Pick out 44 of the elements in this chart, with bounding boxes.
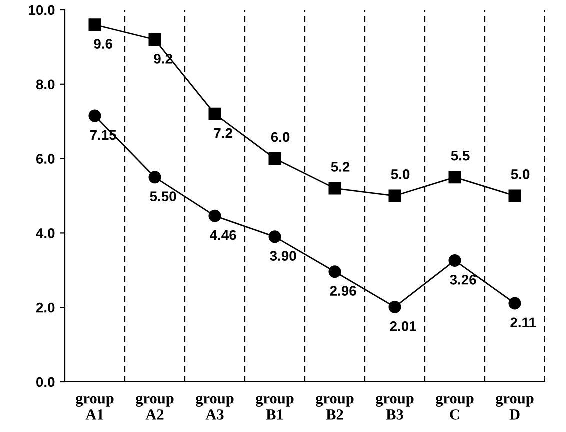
x-tick-label: group A1 bbox=[76, 396, 114, 420]
data-label: 5.0 bbox=[511, 170, 530, 180]
x-tick-label: group B3 bbox=[376, 396, 414, 420]
point bbox=[388, 300, 402, 314]
point bbox=[388, 190, 402, 202]
y-tick-label: 8.0 bbox=[36, 80, 55, 90]
data-label: 2.01 bbox=[390, 321, 416, 332]
data-label: 5.0 bbox=[391, 170, 410, 180]
point bbox=[208, 210, 222, 222]
x-tick-label: group B2 bbox=[316, 396, 354, 420]
y-tick-label: 6.0 bbox=[36, 154, 55, 164]
data-label: 3.90 bbox=[270, 251, 296, 262]
point bbox=[88, 110, 102, 122]
point bbox=[148, 34, 162, 46]
point bbox=[208, 108, 222, 120]
data-label: 4.46 bbox=[210, 230, 236, 240]
data-label: 9.6 bbox=[94, 39, 112, 49]
data-label: 2.11 bbox=[510, 318, 536, 328]
x-tick-label: group A2 bbox=[136, 396, 174, 420]
x-tick-label: group A3 bbox=[196, 396, 234, 420]
point bbox=[448, 171, 462, 184]
data-label: 3.26 bbox=[450, 274, 476, 285]
point bbox=[508, 190, 522, 202]
x-tick-label: group B1 bbox=[256, 396, 294, 420]
point bbox=[328, 266, 342, 278]
data-label: 5.5 bbox=[451, 151, 470, 161]
point bbox=[508, 297, 522, 310]
point bbox=[88, 18, 102, 32]
point bbox=[268, 152, 282, 166]
point bbox=[448, 254, 462, 267]
y-tick-label: 10.0 bbox=[29, 5, 55, 16]
data-label: 2.96 bbox=[330, 286, 356, 296]
y-tick-label: 2.0 bbox=[36, 302, 55, 313]
point bbox=[328, 182, 342, 195]
data-label: 6.0 bbox=[271, 132, 290, 142]
x-tick-label: group D bbox=[496, 396, 534, 420]
point bbox=[268, 230, 282, 244]
data-label: 5.50 bbox=[150, 192, 176, 202]
y-tick-label: 4.0 bbox=[36, 228, 55, 238]
point bbox=[148, 171, 162, 184]
x-tick-label: group C bbox=[436, 396, 474, 420]
data-label: 7.2 bbox=[214, 128, 232, 138]
data-label: 5.2 bbox=[331, 162, 350, 172]
y-tick-label: 0.0 bbox=[36, 377, 55, 388]
